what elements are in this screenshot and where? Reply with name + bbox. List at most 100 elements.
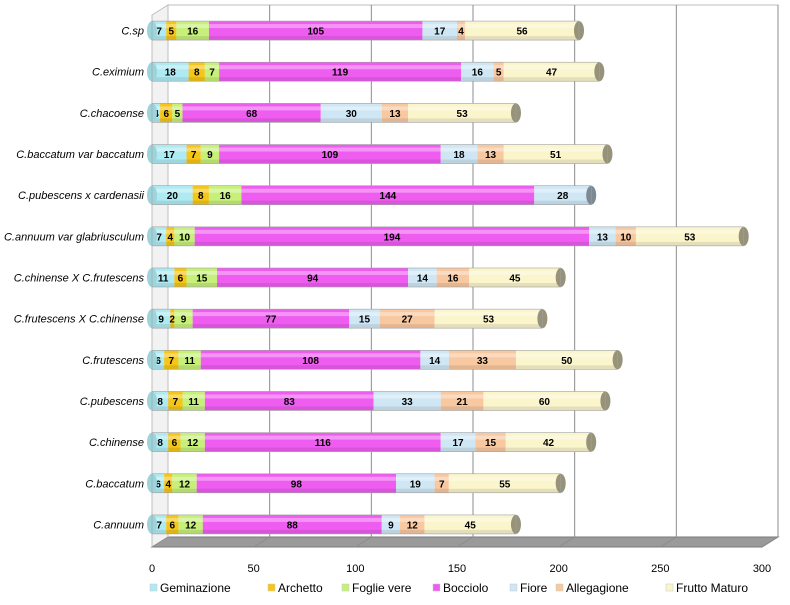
bar-segment-shadow [152, 77, 189, 82]
bar-segment-highlight [469, 271, 561, 275]
bar-segment [436, 268, 470, 287]
bar-c-chinense-x-c-frutescens: 11 6 15 94 14 16 45 [147, 267, 566, 288]
legend-item-frutto-maturo: Frutto Maturo [665, 581, 748, 595]
bar-segment-shadow [164, 488, 173, 493]
bar-segment-shadow [172, 488, 197, 493]
data-label: 12 [187, 438, 199, 449]
bar-segment [164, 350, 179, 370]
category-label: C.chinense [89, 437, 144, 449]
bar-segment [465, 21, 579, 41]
bar-segment-highlight [202, 517, 382, 522]
data-label: 42 [543, 438, 555, 449]
bar-segment-shadow [174, 283, 187, 287]
bar-segment [440, 144, 478, 164]
legend-label: Frutto Maturo [676, 581, 748, 595]
bar-segment-shadow [534, 200, 592, 205]
data-label: 30 [346, 109, 358, 120]
bar-segment-shadow [208, 36, 423, 41]
data-label: 55 [499, 479, 511, 490]
bar-segment-highlight [182, 106, 321, 111]
bar-segment [440, 432, 476, 452]
data-label: 7 [209, 68, 215, 79]
bar-segment-highlight [483, 394, 606, 399]
bar-outline [151, 432, 592, 452]
data-label: 98 [291, 479, 303, 490]
bar-segment-shadow [219, 77, 462, 82]
bar-segment-highlight [381, 517, 401, 522]
legend-item-fiore: Fiore [509, 581, 548, 595]
data-label: 33 [477, 356, 489, 367]
bar-segment-shadow [152, 447, 169, 452]
bar-segment-shadow [381, 118, 409, 123]
bar-segment-shadow [178, 365, 201, 370]
data-label: 5 [169, 27, 175, 38]
bar-outline [151, 20, 580, 41]
bar-segment-highlight [176, 24, 209, 29]
bar-segment [461, 62, 494, 82]
bar-segment-highlight [188, 65, 205, 70]
bar-segment [170, 309, 175, 329]
bar-segment-shadow [440, 447, 476, 452]
bar-segment [422, 21, 457, 41]
legend-label: Foglie vere [352, 581, 412, 595]
bar-segment-highlight [320, 106, 382, 111]
data-label: 16 [472, 68, 484, 79]
bar-segment-shadow [204, 447, 441, 452]
data-label: 13 [485, 150, 497, 161]
bar-segment [381, 514, 401, 534]
bar-segment-shadow [635, 241, 744, 246]
data-label: 14 [429, 356, 441, 367]
data-label: 8 [194, 68, 200, 79]
bar-segment [208, 185, 242, 205]
bar-segment-shadow [241, 200, 535, 205]
bar-segment [168, 432, 181, 452]
bar-segment [160, 103, 173, 123]
bar-segment-highlight [172, 476, 197, 481]
bar-segment-shadow [164, 365, 179, 370]
bar-segment-shadow [469, 283, 561, 287]
bar-segment [200, 144, 220, 164]
bar-segment-highlight [615, 229, 636, 234]
legend-swatch [665, 583, 674, 592]
bar-outline [151, 103, 517, 123]
category-label: C.sp [121, 26, 144, 38]
bar-segment-highlight [349, 312, 380, 317]
data-label: 51 [550, 150, 562, 161]
data-label: 119 [332, 68, 349, 79]
bar-segment-shadow [178, 529, 203, 534]
bar-segment [192, 309, 350, 329]
bar-segment-shadow [503, 77, 600, 82]
data-label: 16 [447, 274, 459, 285]
category-label: C.baccatum var baccatum [16, 149, 144, 161]
bar-segment-highlight [152, 229, 167, 234]
bar-segment-highlight [208, 188, 242, 193]
floor-gridline-300 [761, 536, 779, 548]
x-tick-labels: 0 50 100 150 200 250 300 [149, 563, 771, 575]
data-label: 15 [196, 274, 208, 285]
data-label: 9 [207, 150, 213, 161]
bar-outline [151, 226, 745, 247]
data-label: 21 [457, 397, 469, 408]
bar-segment [178, 350, 201, 370]
category-label: C.chacoense [80, 108, 144, 120]
category-label: C.annuum [93, 519, 144, 531]
bar-segment [408, 103, 516, 123]
bar-segment-highlight [373, 394, 441, 399]
bar-outline [151, 185, 592, 205]
bar-segment-shadow [219, 159, 441, 164]
data-label: 6 [178, 274, 184, 285]
bar-c-pubescens: 8 7 11 83 33 21 60 [147, 391, 611, 411]
legend-label: Fiore [520, 581, 548, 595]
data-label: 19 [410, 479, 422, 490]
data-label: 20 [167, 191, 179, 202]
bar-segment-highlight [493, 65, 504, 70]
bar-segment [589, 226, 616, 246]
data-label: 68 [246, 109, 258, 120]
bar-segment [152, 309, 171, 329]
data-label: 45 [509, 274, 521, 285]
data-label: 6 [172, 438, 178, 449]
data-label: 27 [402, 315, 414, 326]
x-tick-label: 50 [248, 563, 260, 575]
bar-segment-shadow [424, 529, 516, 534]
bar-c-frutescens: 6 7 11 108 14 33 50 [147, 350, 623, 370]
